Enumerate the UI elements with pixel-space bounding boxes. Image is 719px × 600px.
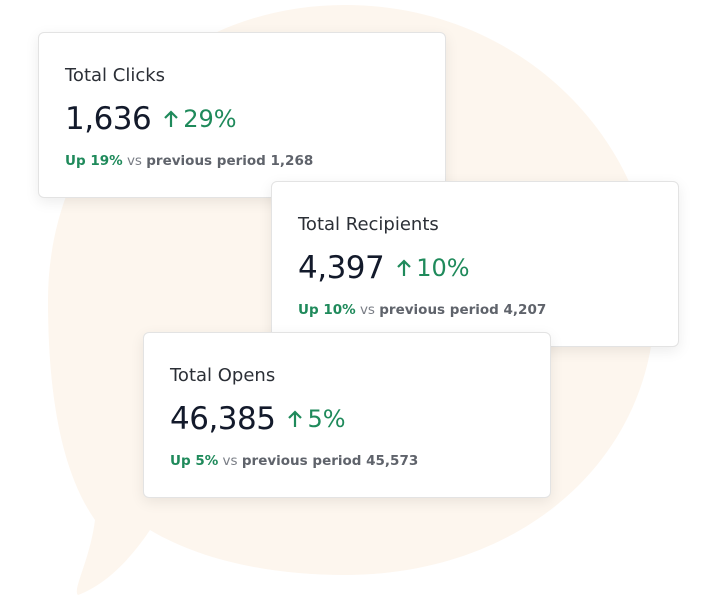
value-row: 1,636 29% (65, 101, 237, 137)
card-title: Total Opens (170, 365, 276, 386)
stat-card: Total Clicks 1,636 29% Up 19% vs previou… (38, 32, 446, 198)
previous-text: previous period 45,573 (241, 453, 419, 469)
previous-text: previous period 4,207 (379, 302, 547, 318)
card-value: 1,636 (65, 101, 152, 137)
value-row: 46,385 5% (170, 401, 346, 437)
vs-text: vs (126, 153, 142, 169)
vs-text: vs (359, 302, 375, 318)
up-text: Up 19% (65, 153, 123, 169)
comparison: Up 19% vs previous period 1,268 (65, 153, 313, 169)
vs-text: vs (222, 453, 238, 469)
stat-card: Total Recipients 4,397 10% Up 10% vs pre… (271, 181, 679, 347)
card-title: Total Recipients (298, 214, 439, 235)
up-text: Up 10% (298, 302, 356, 318)
comparison: Up 10% vs previous period 4,207 (298, 302, 546, 318)
stat-card: Total Opens 46,385 5% Up 5% vs previous … (143, 332, 551, 498)
card-title: Total Clicks (65, 65, 166, 86)
up-arrow (288, 410, 303, 427)
value-row: 4,397 10% (298, 250, 470, 286)
card-value: 4,397 (298, 250, 385, 286)
up-text: Up 5% (170, 453, 219, 469)
up-arrow (397, 259, 412, 276)
comparison: Up 5% vs previous period 45,573 (170, 453, 418, 469)
card-change: 5% (307, 405, 346, 433)
card-change: 10% (416, 254, 470, 282)
up-arrow (164, 110, 179, 127)
previous-text: previous period 1,268 (146, 153, 314, 169)
card-value: 46,385 (170, 401, 276, 437)
card-change: 29% (183, 105, 237, 133)
